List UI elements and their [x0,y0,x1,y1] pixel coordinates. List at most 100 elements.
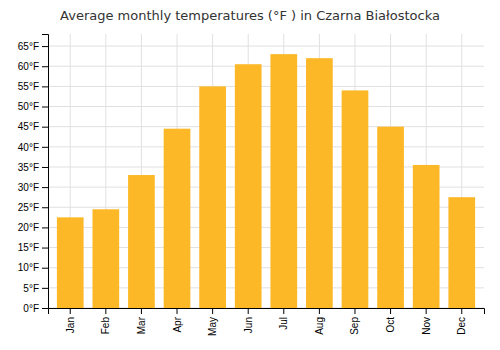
x-tick-label: Apr [172,316,183,332]
y-grid-line [48,106,484,107]
bar [413,165,440,308]
x-tick-mark [390,308,391,314]
y-tick-label: 5°F [23,283,39,294]
x-tick-mark [141,308,142,314]
y-tick-mark [42,248,48,249]
x-tick: Nov [421,308,432,335]
y-tick-label: 30°F [18,182,39,193]
bar [270,54,297,308]
y-tick-label: 40°F [18,142,39,153]
x-tick-label: Aug [314,317,325,335]
y-grid-line [48,86,484,87]
bar [306,58,333,308]
y-tick-mark [42,288,48,289]
y-tick-mark [42,127,48,128]
x-tick-label: Jul [278,317,289,330]
x-tick-label: Nov [421,317,432,335]
bar [377,127,404,308]
x-tick-label: May [207,317,218,336]
y-tick-mark [42,268,48,269]
bar [57,217,84,308]
x-tick: Dec [456,308,467,335]
x-tick-mark [105,308,106,314]
x-tick: Sep [349,308,360,335]
x-tick: Oct [385,308,396,333]
y-tick-mark [42,46,48,47]
y-tick: 50°F [18,101,48,112]
y-tick-mark [42,167,48,168]
y-tick-label: 10°F [18,262,39,273]
bar [235,64,262,308]
y-tick-mark [42,308,48,309]
y-tick-label: 45°F [18,121,39,132]
y-tick: 25°F [18,202,48,213]
chart-svg: Average monthly temperatures (°F ) in Cz… [0,0,500,350]
y-tick: 40°F [18,142,48,153]
x-tick: Apr [172,308,183,333]
y-tick-label: 25°F [18,202,39,213]
y-grid-line [48,66,484,67]
y-tick-mark [42,66,48,67]
x-axis: Jan Feb Mar Apr May Jun Jul Aug Sep Oct Nov Dec [49,308,485,336]
y-tick-mark [42,107,48,108]
y-tick: 5°F [23,283,48,294]
bars [57,54,475,308]
x-tick-label: Feb [100,317,111,335]
x-tick-mark [461,308,462,314]
y-grid-line [48,46,484,47]
bar [199,86,226,308]
y-tick: 0°F [23,303,48,314]
y-tick: 55°F [18,81,48,92]
y-tick: 15°F [18,242,48,253]
x-tick-mark [283,308,284,314]
x-tick-mark [354,308,355,314]
x-tick-label: Dec [456,317,467,335]
y-tick-label: 65°F [18,41,39,52]
bar [448,197,475,308]
y-tick-mark [42,147,48,148]
y-tick: 35°F [18,162,48,173]
x-tick-mark [212,308,213,314]
y-tick: 20°F [18,222,48,233]
y-tick-label: 50°F [18,101,39,112]
y-tick-label: 55°F [18,81,39,92]
y-tick-label: 60°F [18,61,39,72]
chart-title: Average monthly temperatures (°F ) in Cz… [60,8,440,23]
x-tick-mark [248,308,249,314]
y-tick-label: 15°F [18,242,39,253]
chart-container: Average monthly temperatures (°F ) in Cz… [0,0,500,350]
y-tick-mark [42,187,48,188]
y-tick-label: 35°F [18,162,39,173]
y-grid-line [48,126,484,127]
bar [128,175,155,308]
x-tick-mark [70,308,71,314]
x-tick-label: Oct [385,317,396,333]
x-tick-label: Sep [349,317,360,335]
x-tick: Jan [65,308,76,333]
x-tick: Aug [314,308,325,335]
x-tick-mark [177,308,178,314]
y-tick: 60°F [18,61,48,72]
y-tick: 10°F [18,262,48,273]
y-tick: 65°F [18,41,48,52]
x-tick: Feb [100,308,111,334]
y-tick-mark [42,207,48,208]
x-tick-mark [426,308,427,314]
y-tick-mark [42,86,48,87]
bar [342,90,369,308]
y-axis: 0°F 5°F 10°F 15°F 20°F 25°F 30°F 35°F 40°F 45°F 50… [18,35,49,314]
x-tick: Mar [136,308,147,334]
x-tick: Jun [243,308,254,333]
x-tick: Jul [278,308,289,330]
y-tick: 30°F [18,182,48,193]
y-tick: 45°F [18,121,48,132]
y-grid-line [48,146,484,147]
x-tick: May [207,308,218,336]
y-tick-label: 20°F [18,222,39,233]
y-tick-mark [42,227,48,228]
x-axis-line [49,309,485,315]
x-tick-label: Jan [65,317,76,333]
grid [48,34,484,308]
x-tick-label: Jun [243,317,254,333]
bar [92,209,119,308]
